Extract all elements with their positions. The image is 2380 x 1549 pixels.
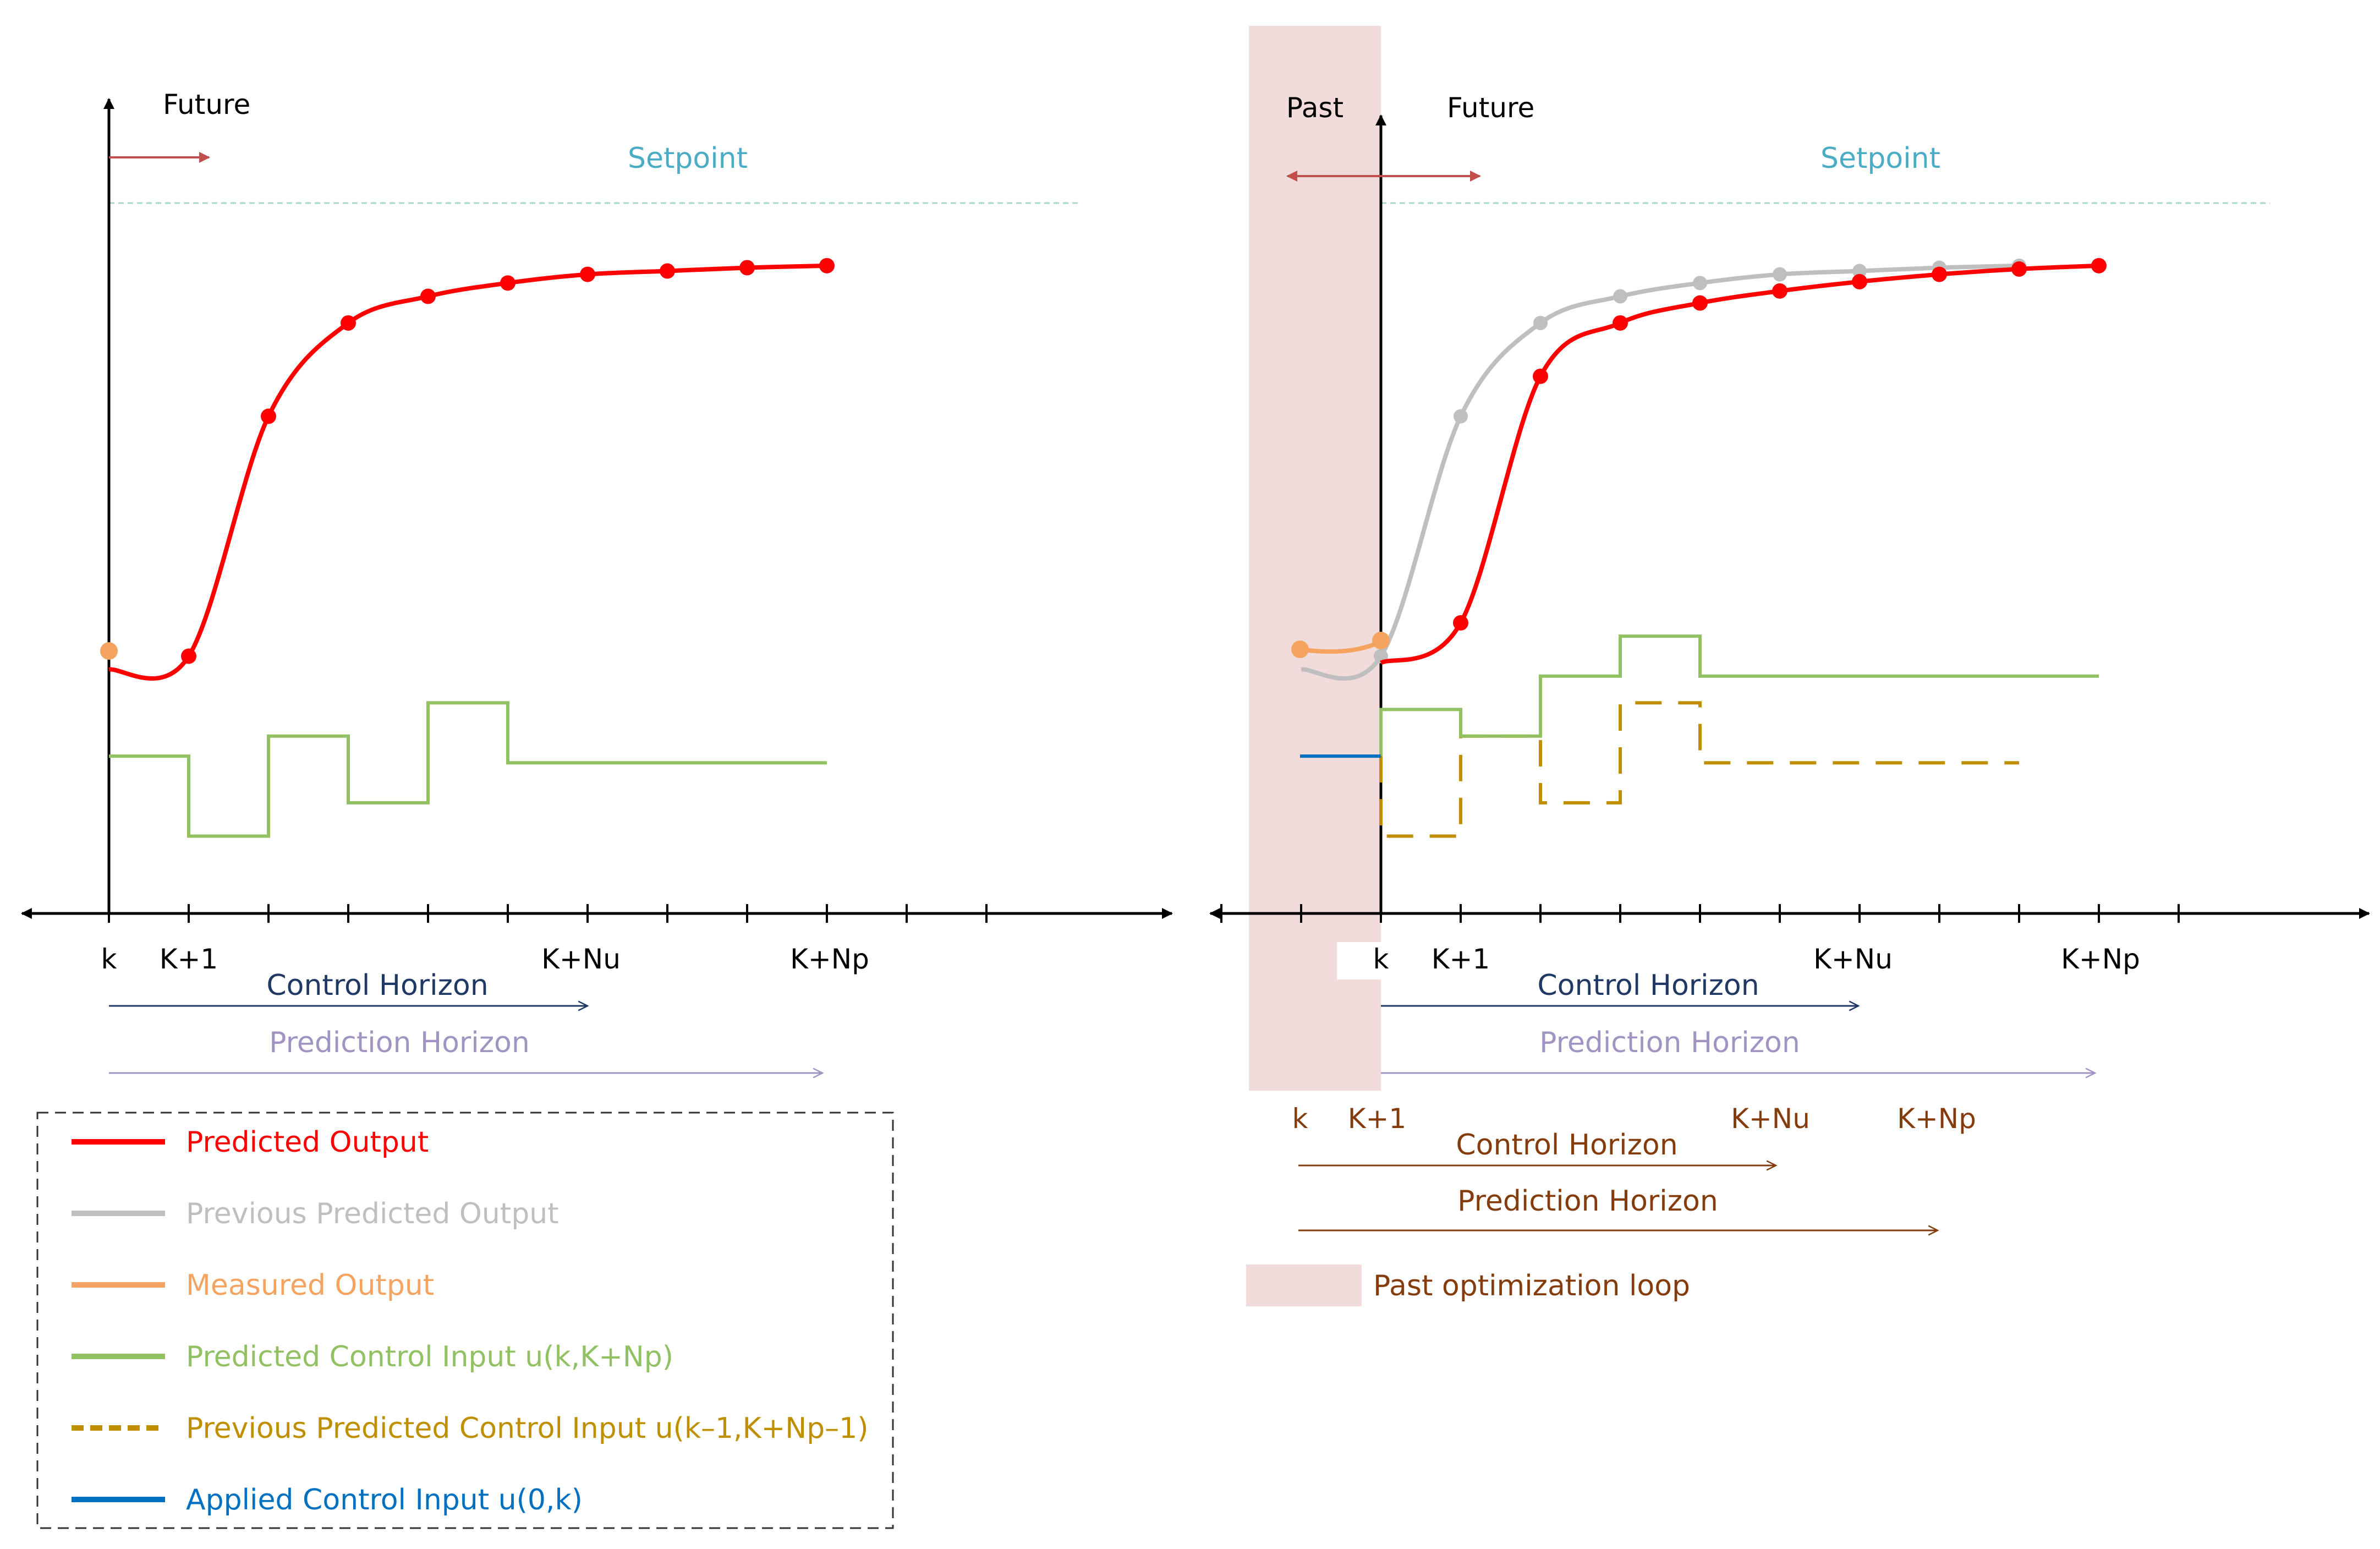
past-loop-label: Past optimization loop bbox=[1373, 1269, 1690, 1302]
right-previous-output-point bbox=[1533, 315, 1548, 330]
left-tick-label-k1: K+1 bbox=[160, 943, 218, 975]
left-output-point bbox=[420, 288, 436, 304]
legend: Predicted Output Previous Predicted Outpu… bbox=[36, 1112, 894, 1529]
right-predicted-control-line bbox=[1379, 634, 2099, 757]
past-loop-swatch bbox=[1246, 1265, 1362, 1306]
left-predicted-output-curve bbox=[108, 263, 827, 681]
legend-label: Applied Control Input u(0,k) bbox=[186, 1484, 583, 1517]
right-measured-output-segment bbox=[1299, 639, 1382, 654]
right-output-point bbox=[2011, 261, 2027, 277]
left-output-point bbox=[341, 315, 356, 331]
right-axis-ticks bbox=[1220, 904, 2180, 923]
legend-label: Previous Predicted Control Input u(k–1,K… bbox=[186, 1412, 869, 1445]
past-tick-label-knu: K+Nu bbox=[1731, 1103, 1810, 1135]
right-tick-label-k: k bbox=[1373, 943, 1389, 975]
right-output-point bbox=[1613, 315, 1628, 331]
right-previous-predicted-output-curve bbox=[1301, 263, 2020, 681]
right-previous-output-point bbox=[1852, 264, 1867, 278]
left-output-point bbox=[739, 260, 755, 276]
right-output-point bbox=[1692, 295, 1708, 311]
right-output-point bbox=[1533, 368, 1548, 384]
legend-items: Predicted Output Previous Predicted Outpu… bbox=[72, 1126, 869, 1517]
right-previous-output-point bbox=[1613, 289, 1627, 304]
right-output-point bbox=[1932, 266, 1947, 282]
left-output-point bbox=[660, 263, 675, 279]
right-output-point bbox=[1852, 273, 1867, 289]
left-tick-label-knp: K+Np bbox=[790, 943, 869, 975]
right-previous-output-point bbox=[1693, 276, 1707, 291]
right-past-label: Past bbox=[1286, 92, 1343, 124]
left-tick-label-k: k bbox=[101, 943, 117, 975]
left-panel: Future Setpoint k K+1 K+Nu K+Np Control … bbox=[21, 89, 1173, 1073]
right-tick-label-knp: K+Np bbox=[2061, 943, 2140, 975]
right-panel: Past Future Setpoint k K+1 K+Nu K+Np Con… bbox=[1209, 92, 2370, 1306]
left-measured-output-point bbox=[100, 642, 118, 660]
left-axis-ticks bbox=[108, 904, 988, 923]
left-future-label: Future bbox=[163, 89, 250, 121]
past-shade-notch bbox=[1337, 942, 1381, 979]
left-output-point bbox=[181, 648, 196, 664]
left-output-point bbox=[819, 258, 835, 273]
legend-label: Previous Predicted Output bbox=[186, 1197, 559, 1230]
right-future-label: Future bbox=[1447, 92, 1534, 124]
left-prediction-horizon-label: Prediction Horizon bbox=[269, 1026, 530, 1059]
right-predicted-output-points bbox=[1453, 258, 2107, 631]
right-previous-control-line bbox=[1379, 701, 2019, 838]
left-output-point bbox=[500, 275, 516, 291]
left-output-point bbox=[580, 266, 595, 282]
right-output-point bbox=[1453, 615, 1468, 631]
past-shade-region bbox=[1249, 26, 1381, 1091]
legend-label: Predicted Output bbox=[186, 1126, 429, 1159]
right-output-point bbox=[1772, 283, 1787, 299]
right-predicted-output-curve bbox=[1380, 263, 2099, 665]
right-prediction-horizon-label: Prediction Horizon bbox=[1539, 1026, 1800, 1059]
past-tick-label-knp: K+Np bbox=[1897, 1103, 1976, 1135]
left-predicted-control-line bbox=[109, 701, 827, 838]
past-tick-label-k: k bbox=[1292, 1103, 1308, 1135]
right-setpoint-label: Setpoint bbox=[1820, 142, 1940, 175]
right-tick-label-k1: K+1 bbox=[1432, 943, 1490, 975]
right-measured-output-point-now bbox=[1372, 632, 1390, 649]
right-previous-output-points bbox=[1374, 258, 2026, 664]
right-previous-output-point bbox=[1773, 267, 1787, 282]
past-control-horizon-label: Control Horizon bbox=[1456, 1129, 1677, 1162]
left-control-horizon-label: Control Horizon bbox=[266, 969, 488, 1002]
left-setpoint-label: Setpoint bbox=[628, 142, 748, 175]
right-output-point bbox=[2091, 258, 2107, 273]
legend-box bbox=[36, 1112, 894, 1529]
right-tick-label-knu: K+Nu bbox=[1813, 943, 1893, 975]
left-output-point bbox=[261, 408, 276, 424]
past-prediction-horizon-label: Prediction Horizon bbox=[1457, 1185, 1718, 1218]
right-previous-output-point bbox=[1454, 409, 1468, 424]
past-tick-label-k1: K+1 bbox=[1348, 1103, 1407, 1135]
legend-label: Predicted Control Input u(k,K+Np) bbox=[186, 1340, 673, 1373]
right-measured-output-point-past bbox=[1291, 641, 1309, 658]
left-tick-label-knu: K+Nu bbox=[541, 943, 621, 975]
legend-label: Measured Output bbox=[186, 1269, 434, 1302]
right-control-horizon-label: Control Horizon bbox=[1537, 969, 1759, 1002]
left-predicted-output-points bbox=[181, 258, 835, 664]
